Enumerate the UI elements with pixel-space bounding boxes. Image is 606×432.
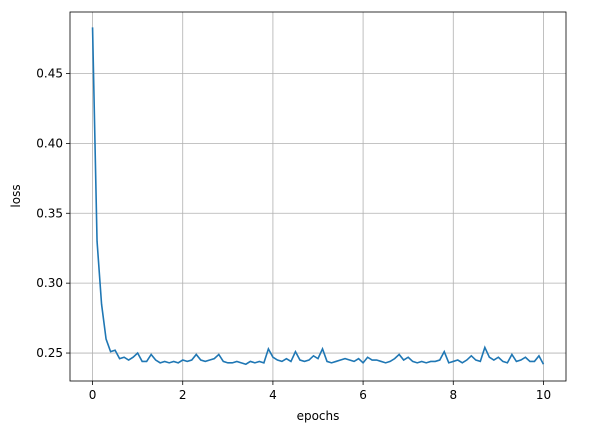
y-axis-label: loss [9, 184, 23, 207]
x-tick-label: 8 [449, 388, 457, 402]
x-tick-label: 0 [89, 388, 97, 402]
y-tick-label: 0.40 [36, 136, 63, 150]
x-tick-label: 6 [359, 388, 367, 402]
y-tick-label: 0.35 [36, 206, 63, 220]
plot-frame [69, 11, 567, 382]
loss-line [91, 27, 545, 366]
x-tick-label: 2 [179, 388, 187, 402]
y-tick-label: 0.30 [36, 276, 63, 290]
x-axis-label: epochs [297, 409, 340, 423]
y-tick-label: 0.25 [36, 346, 63, 360]
y-tick-label: 0.45 [36, 67, 63, 81]
x-tick-label: 10 [536, 388, 551, 402]
x-tick-label: 4 [269, 388, 277, 402]
